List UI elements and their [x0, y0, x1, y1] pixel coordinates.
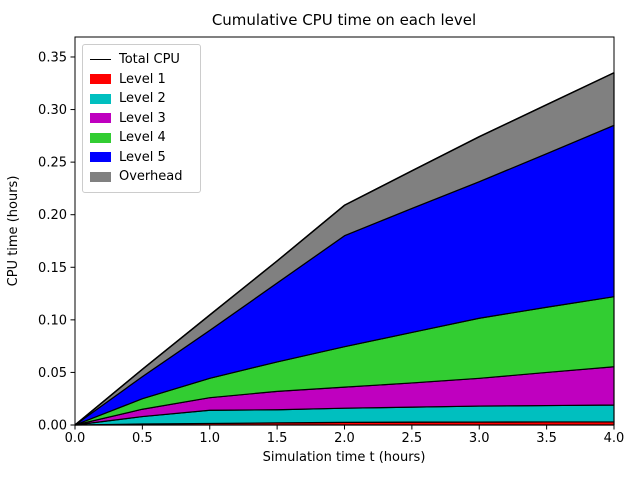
y-tick-label: 0.05: [38, 366, 67, 381]
x-tick-label: 3.0: [469, 431, 490, 446]
x-tick-label: 2.0: [334, 431, 355, 446]
legend-label: Level 3: [119, 110, 166, 126]
y-tick-label: 0.15: [38, 261, 67, 276]
legend-item-level-4: Level 4: [90, 128, 194, 148]
y-tick-label: 0.00: [38, 419, 67, 434]
legend-label: Overhead: [119, 169, 183, 185]
legend-color-swatch: [90, 93, 111, 104]
legend-item-level-3: Level 3: [90, 109, 194, 129]
x-tick-label: 0.0: [65, 431, 86, 446]
legend-item-level-2: Level 2: [90, 89, 194, 109]
legend-line-swatch: [90, 59, 111, 61]
y-tick-label: 0.25: [38, 156, 67, 171]
legend-color-swatch: [90, 132, 111, 143]
x-tick-label: 1.5: [267, 431, 288, 446]
x-tick-label: 3.5: [536, 431, 557, 446]
x-tick-label: 2.5: [402, 431, 423, 446]
legend-label: Level 1: [119, 71, 166, 87]
chart-title: Cumulative CPU time on each level: [212, 11, 476, 29]
legend-label: Level 2: [119, 91, 166, 107]
y-tick-label: 0.10: [38, 313, 67, 328]
legend: Total CPU Level 1 Level 2 Level 3 Level 4 Lev…: [82, 44, 201, 193]
x-tick-label: 0.5: [132, 431, 153, 446]
axes-border: [74, 36, 615, 426]
y-axis-label: CPU time (hours): [6, 176, 21, 287]
legend-item-level-1: Level 1: [90, 70, 194, 90]
legend-label: Level 5: [119, 149, 166, 165]
legend-color-swatch: [90, 152, 111, 163]
y-tick-label: 0.30: [38, 103, 67, 118]
axis-tick-labels: 0.0 0.5 1.0 1.5 2.0 2.5 3.0 3.5 4.0 0.00 0.05 0.10 0…: [38, 50, 624, 446]
legend-label: Total CPU: [119, 52, 180, 68]
legend-item-total-cpu: Total CPU: [90, 50, 194, 70]
axis-ticks: [70, 56, 615, 430]
legend-color-swatch: [90, 113, 111, 124]
legend-color-swatch: [90, 171, 111, 182]
y-tick-label: 0.35: [38, 50, 67, 65]
legend-item-level-5: Level 5: [90, 148, 194, 168]
total-cpu-line: [74, 72, 615, 426]
legend-color-swatch: [90, 74, 111, 85]
x-tick-label: 1.0: [199, 431, 220, 446]
legend-label: Level 4: [119, 130, 166, 146]
x-tick-label: 4.0: [604, 431, 625, 446]
y-tick-label: 0.20: [38, 208, 67, 223]
x-axis-label: Simulation time t (hours): [263, 450, 426, 465]
legend-item-overhead: Overhead: [90, 167, 194, 187]
